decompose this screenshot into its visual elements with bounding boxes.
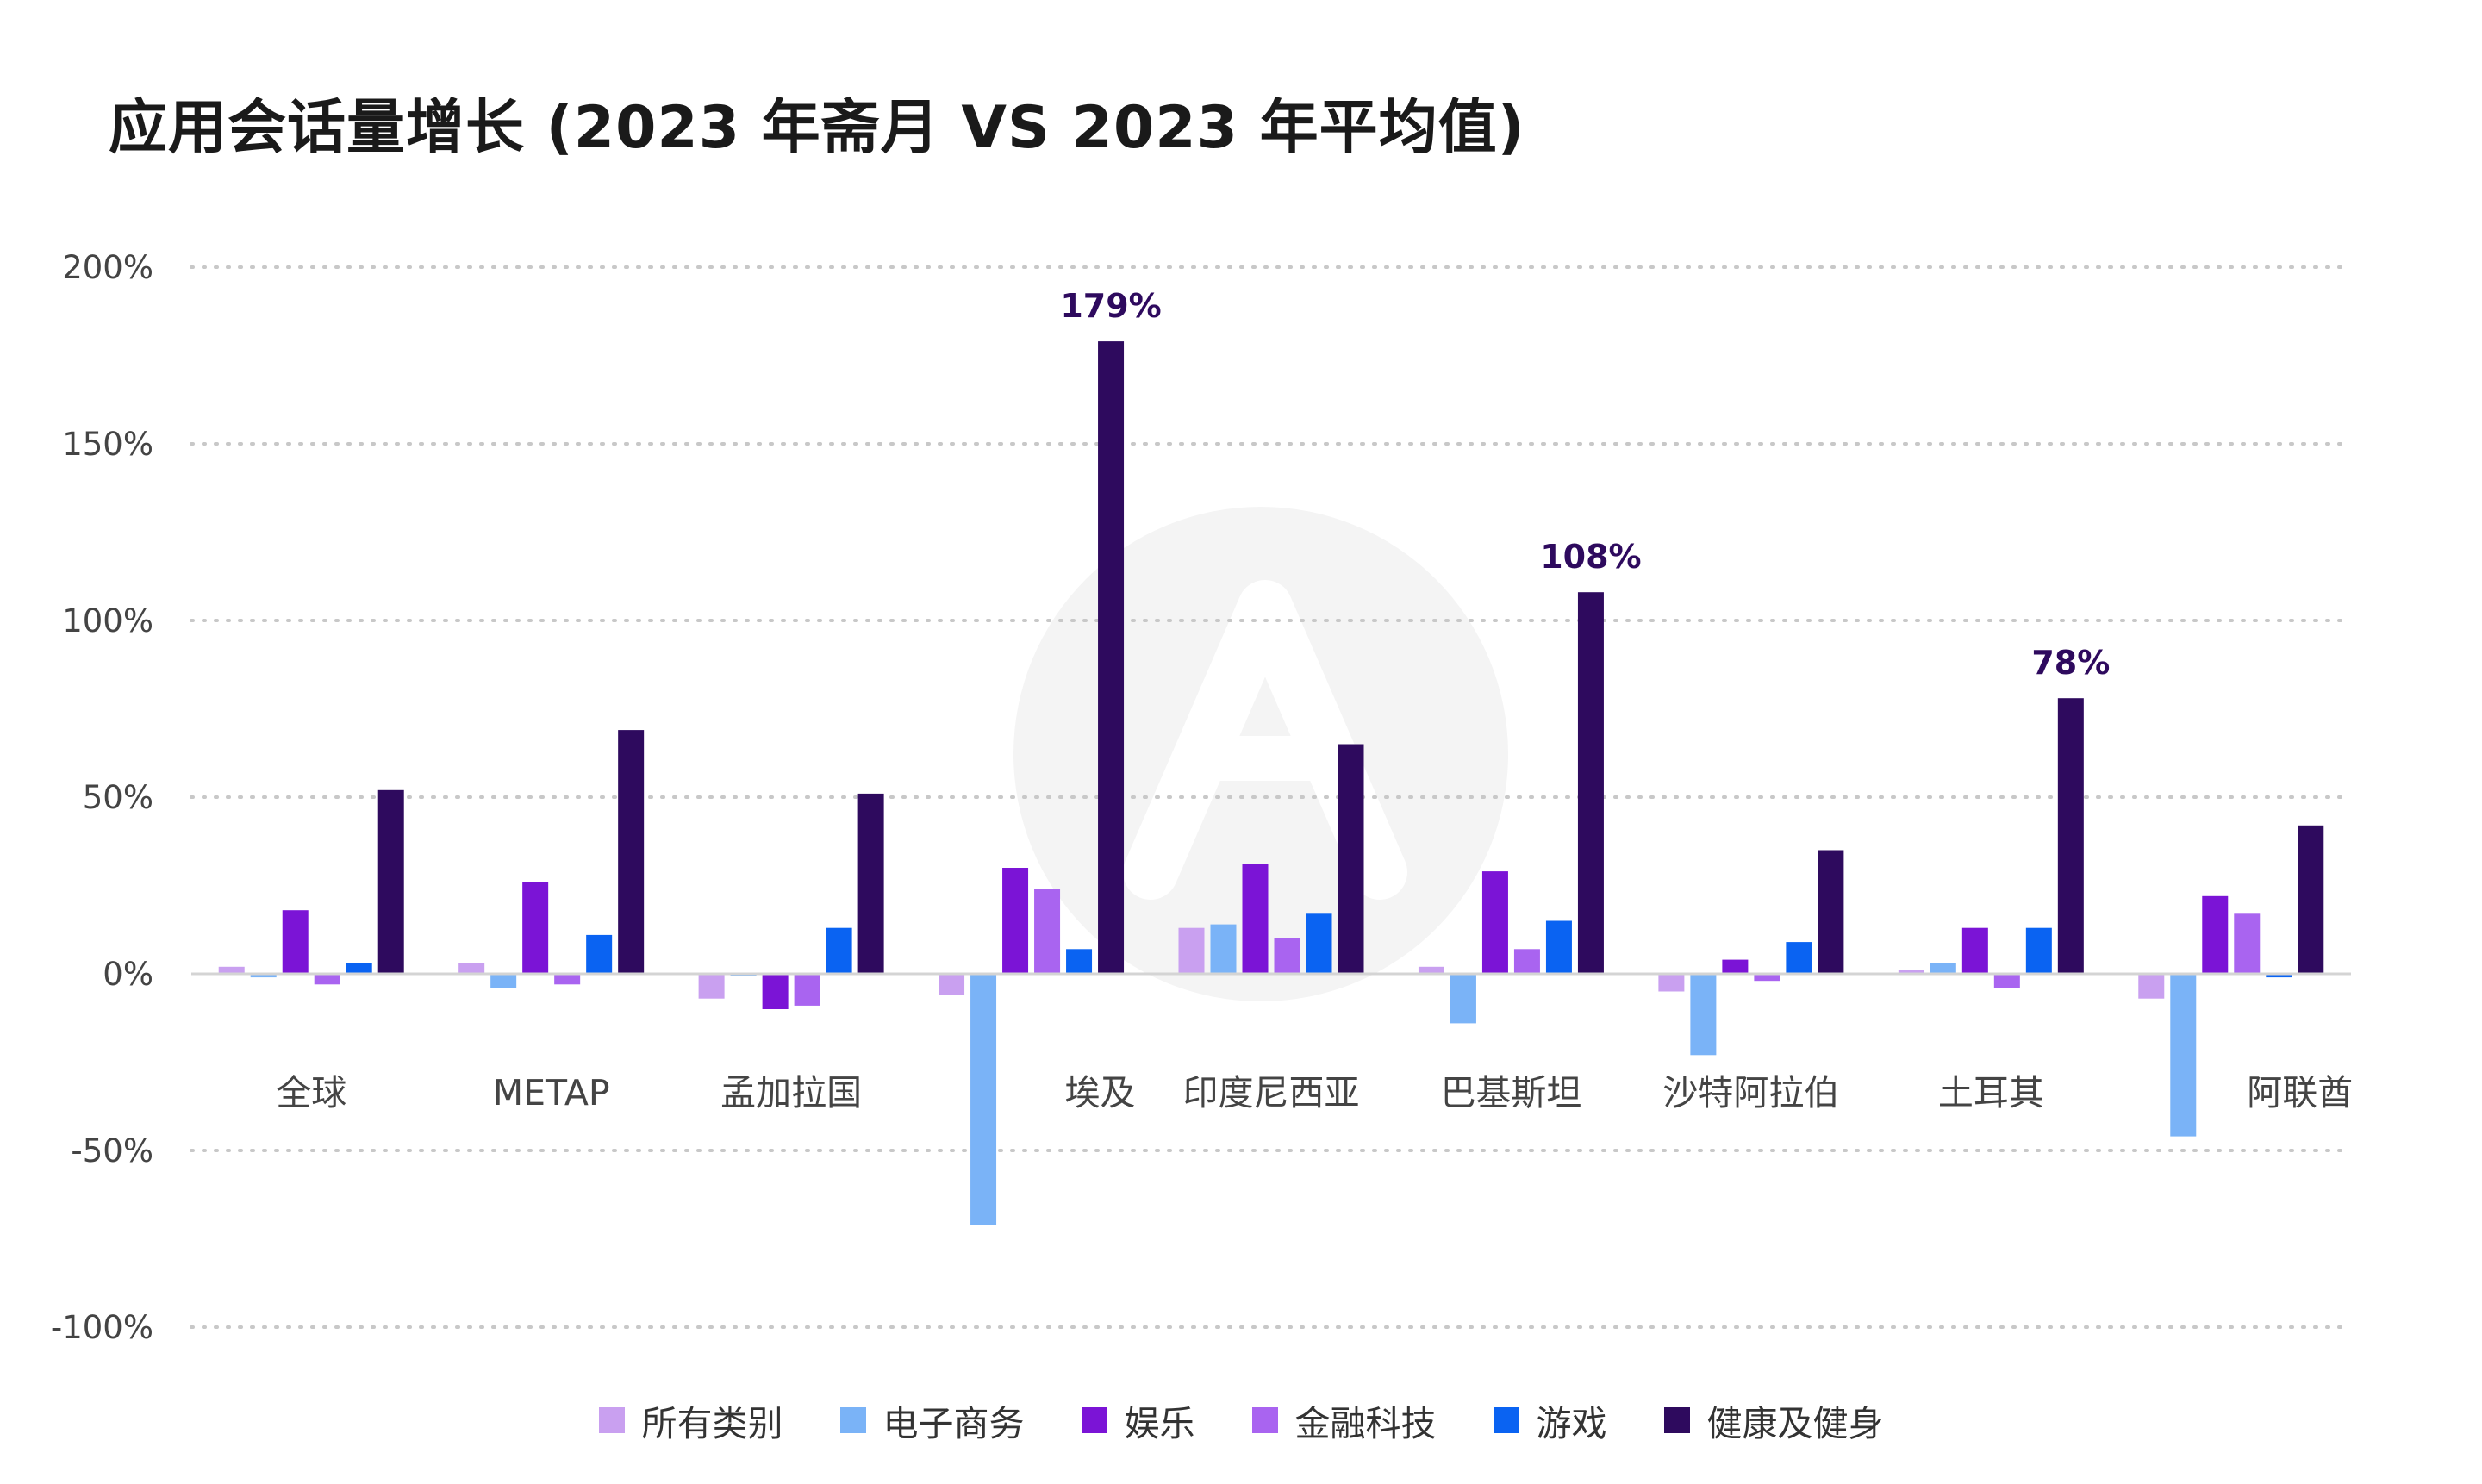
bar: [314, 974, 340, 985]
x-tick-label: METAP: [493, 1072, 610, 1113]
bar: [218, 966, 245, 974]
gridlines: [190, 265, 2353, 1329]
bar: [458, 963, 485, 974]
legend-swatch: [1251, 1407, 1278, 1433]
y-tick-label: 50%: [83, 779, 153, 816]
legend-swatch: [1663, 1407, 1690, 1433]
bar: [346, 963, 372, 974]
bar: [1242, 864, 1269, 974]
x-tick-label: 阿联酋: [2247, 1072, 2353, 1113]
bar: [1098, 341, 1125, 975]
data-label: 179%: [1060, 287, 1161, 325]
bar: [1818, 850, 1844, 974]
legend-swatch: [839, 1407, 866, 1433]
bar: [1274, 938, 1300, 974]
bar: [1306, 913, 1332, 974]
x-tick-label: 全球: [276, 1072, 346, 1113]
bar: [1513, 949, 1540, 974]
bar: [970, 974, 997, 1225]
y-tick-label: 0%: [103, 956, 153, 993]
legend-label: 金融科技: [1294, 1403, 1437, 1444]
bar: [282, 910, 309, 974]
x-axis: 全球 METAP 孟加拉国 埃及 印度尼西亚 巴基斯坦 沙特阿拉伯 土耳其 阿联酋: [276, 1072, 2353, 1113]
legend-item: 所有类别: [598, 1394, 783, 1446]
bar: [2234, 913, 2261, 974]
bar: [1066, 949, 1093, 974]
legend-label: 游戏: [1536, 1403, 1607, 1444]
bar: [2025, 927, 2052, 974]
legend-item: 健康及健身: [1663, 1394, 1884, 1446]
bar: [1658, 974, 1685, 992]
bar: [1961, 927, 1988, 974]
bar: [377, 789, 404, 974]
legend-label: 娱乐: [1124, 1403, 1195, 1444]
bar: [250, 974, 277, 978]
legend-item: 电子商务: [839, 1394, 1025, 1446]
y-tick-label: 100%: [62, 602, 153, 639]
bar: [1898, 970, 1924, 974]
y-tick-label: 150%: [62, 426, 153, 463]
bar: [2057, 698, 2084, 974]
bar: [1178, 927, 1205, 974]
bar: [522, 882, 549, 974]
bar: [1034, 889, 1061, 974]
bar: [794, 974, 820, 1006]
legend-item: 金融科技: [1251, 1394, 1437, 1446]
bar: [554, 974, 581, 985]
x-tick-label: 土耳其: [1938, 1072, 2044, 1113]
bar: [1993, 974, 2020, 988]
x-tick-label: 印度尼西亚: [1183, 1072, 1360, 1113]
bar: [1450, 974, 1476, 1024]
bar: [939, 974, 965, 995]
y-tick-label: -100%: [51, 1309, 153, 1346]
x-tick-label: 巴基斯坦: [1440, 1072, 1581, 1113]
bar: [2266, 974, 2292, 978]
legend-item: 游戏: [1493, 1394, 1607, 1446]
bar: [2138, 974, 2165, 999]
bar: [1418, 966, 1444, 974]
bar: [2298, 825, 2324, 974]
bar: [1210, 924, 1237, 974]
bar: [1722, 959, 1749, 974]
bar: [1338, 744, 1364, 974]
data-labels: 179% 108% 78%: [1060, 287, 2110, 682]
legend-swatch: [598, 1407, 625, 1433]
data-label: 78%: [2031, 644, 2110, 682]
legend: 所有类别 电子商务 娱乐 金融科技 游戏 健康及健身: [0, 1394, 2482, 1446]
legend-label: 电子商务: [882, 1403, 1025, 1444]
bar: [586, 934, 613, 974]
bars: [218, 341, 2324, 1225]
y-tick-label: -50%: [71, 1132, 153, 1169]
x-tick-label: 孟加拉国: [720, 1072, 862, 1113]
bar: [1754, 974, 1780, 982]
bar: [1577, 592, 1604, 974]
bar: [1786, 942, 1812, 974]
bar: [1481, 871, 1508, 974]
y-axis: 200% 150% 100% 50% 0% -50% -100%: [51, 249, 153, 1346]
y-tick-label: 200%: [62, 249, 153, 286]
legend-swatch: [1493, 1407, 1519, 1433]
bar: [698, 974, 725, 999]
bar: [490, 974, 517, 988]
bar: [1545, 920, 1572, 974]
x-tick-label: 沙特阿拉伯: [1662, 1072, 1839, 1113]
bar: [1002, 868, 1029, 974]
bar: [2202, 895, 2229, 974]
x-tick-label: 埃及: [1065, 1072, 1136, 1113]
legend-label: 所有类别: [641, 1403, 783, 1444]
bar: [618, 730, 645, 974]
legend-label: 健康及健身: [1706, 1403, 1884, 1444]
bar: [1690, 974, 1717, 1056]
bar: [1930, 963, 1956, 974]
bar: [857, 793, 884, 974]
bar: [826, 927, 852, 974]
legend-swatch: [1081, 1407, 1107, 1433]
data-label: 108%: [1540, 538, 1641, 576]
bar: [762, 974, 789, 1009]
bar: [2170, 974, 2197, 1137]
legend-item: 娱乐: [1081, 1394, 1195, 1446]
chart-title: 应用会话量增长 (2023 年斋月 VS 2023 年平均值): [109, 94, 1525, 162]
